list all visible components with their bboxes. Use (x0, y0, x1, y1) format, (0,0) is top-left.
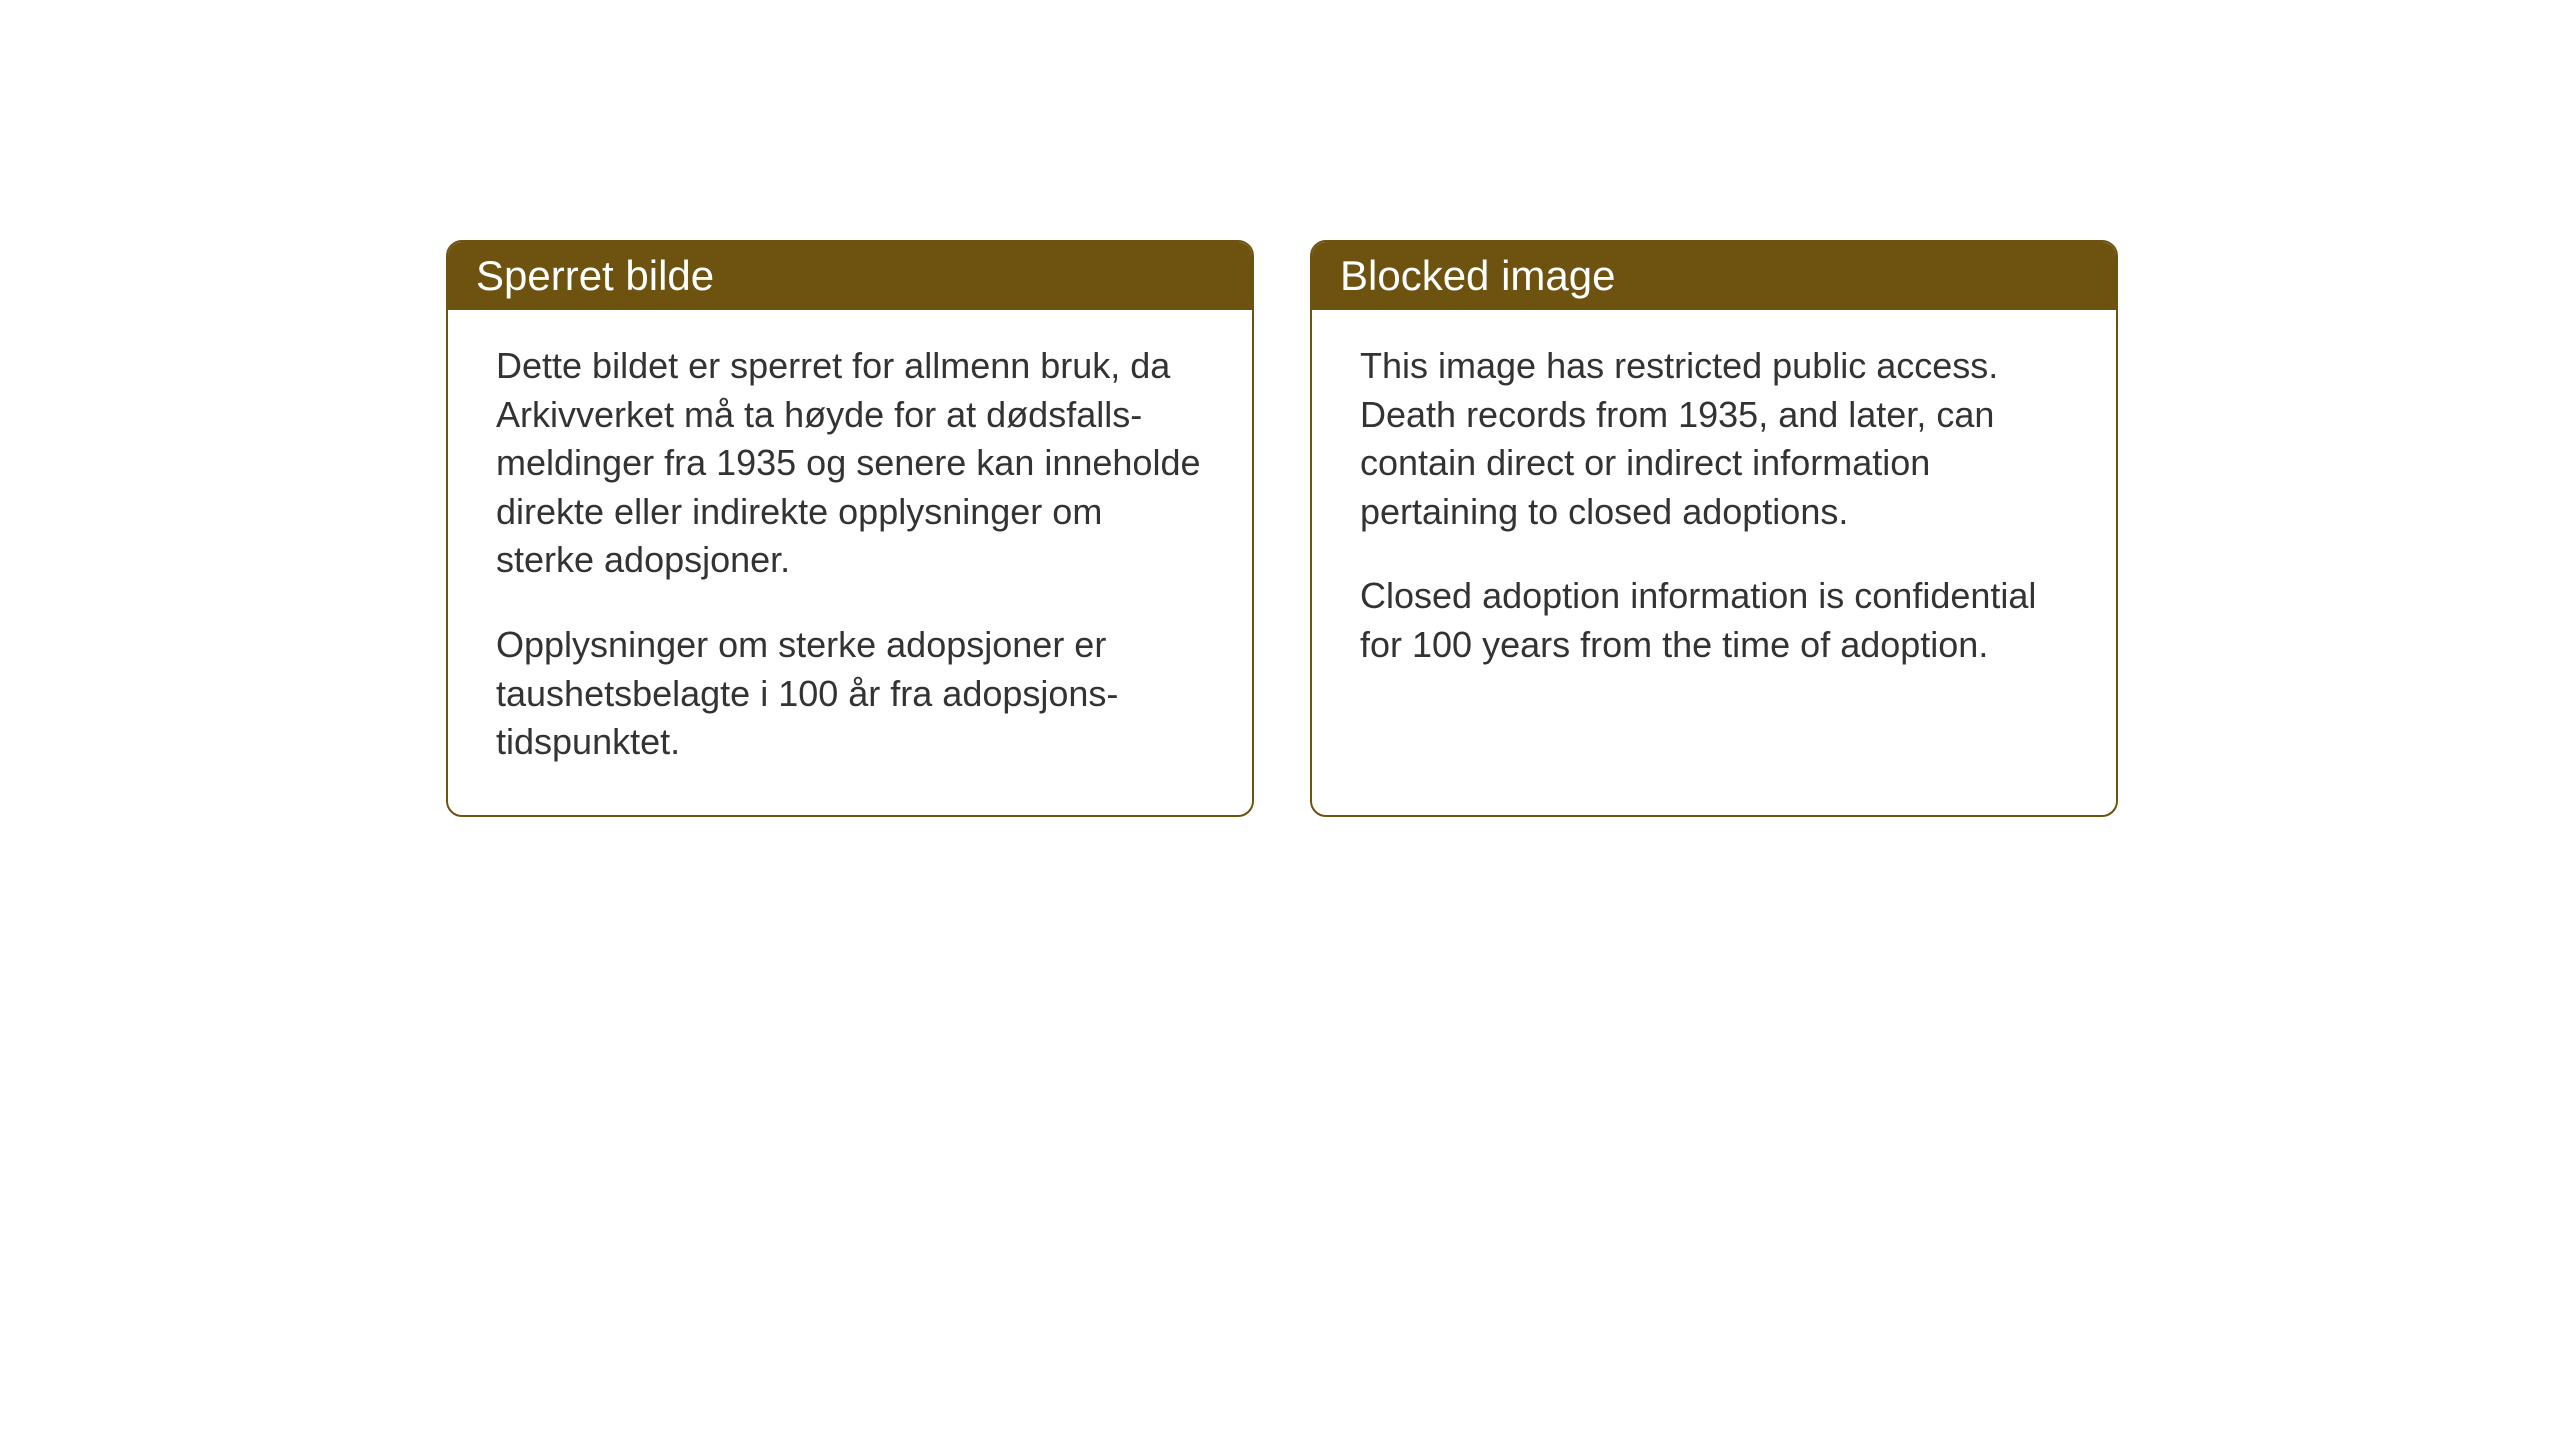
card-paragraph1-english: This image has restricted public access.… (1360, 342, 2068, 536)
card-paragraph1-norwegian: Dette bildet er sperret for allmenn bruk… (496, 342, 1204, 585)
card-paragraph2-english: Closed adoption information is confident… (1360, 572, 2068, 669)
cards-container: Sperret bilde Dette bildet er sperret fo… (446, 240, 2118, 817)
card-english: Blocked image This image has restricted … (1310, 240, 2118, 817)
card-norwegian: Sperret bilde Dette bildet er sperret fo… (446, 240, 1254, 817)
card-body-norwegian: Dette bildet er sperret for allmenn bruk… (448, 310, 1252, 815)
card-header-norwegian: Sperret bilde (448, 242, 1252, 310)
card-title-norwegian: Sperret bilde (476, 252, 714, 299)
card-body-english: This image has restricted public access.… (1312, 310, 2116, 718)
card-title-english: Blocked image (1340, 252, 1615, 299)
card-paragraph2-norwegian: Opplysninger om sterke adopsjoner er tau… (496, 621, 1204, 767)
card-header-english: Blocked image (1312, 242, 2116, 310)
